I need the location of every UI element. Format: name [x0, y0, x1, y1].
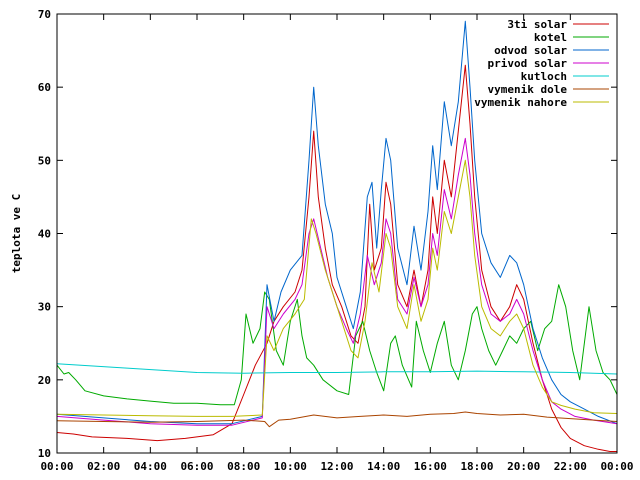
legend-label-vymenik-nahore: vymenik nahore [474, 96, 567, 109]
legend-label-kotel: kotel [534, 31, 567, 44]
legend-label-kutloch: kutloch [521, 70, 567, 83]
y-tick-label: 40 [38, 228, 51, 241]
y-axis-tick-labels: 10 20 30 40 50 60 70 [38, 8, 51, 460]
y-tick-label: 10 [38, 447, 51, 460]
x-tick-label: 00:00 [600, 460, 633, 473]
x-tick-label: 18:00 [460, 460, 493, 473]
series-lines [56, 20, 618, 452]
x-tick-label: 14:00 [367, 460, 400, 473]
series-line-kotel [56, 284, 618, 406]
series-line-kutloch [56, 363, 618, 375]
x-tick-label: 04:00 [134, 460, 167, 473]
y-tick-label: 60 [38, 81, 51, 94]
x-tick-label: 06:00 [180, 460, 213, 473]
y-tick-label: 50 [38, 154, 51, 167]
series-line-privod-solar [56, 137, 618, 426]
y-axis-title: teplota ve C [10, 194, 23, 273]
x-tick-label: 10:00 [274, 460, 307, 473]
x-tick-label: 00:00 [40, 460, 73, 473]
x-tick-label: 16:00 [414, 460, 447, 473]
axis-ticks [56, 13, 618, 454]
y-tick-label: 30 [38, 301, 51, 314]
series-line-vymenik-dole [56, 411, 618, 428]
series-line-vymenik-nahore [56, 159, 618, 417]
series-line-3ti-solar [56, 64, 617, 452]
legend-label-privod-solar: privod solar [488, 57, 568, 70]
legend-label-vymenik-dole: vymenik dole [488, 83, 568, 96]
x-axis-tick-labels: 00:00 02:00 04:00 06:00 08:00 10:00 12:00 14:00… [40, 460, 633, 473]
legend-label-odvod-solar: odvod solar [494, 44, 567, 57]
x-tick-label: 12:00 [320, 460, 353, 473]
series-line-odvod-solar [56, 20, 618, 425]
x-tick-label: 22:00 [554, 460, 587, 473]
x-tick-label: 20:00 [507, 460, 540, 473]
x-tick-label: 02:00 [87, 460, 120, 473]
legend-label-3ti-solar: 3ti solar [507, 18, 567, 31]
x-tick-label: 08:00 [227, 460, 260, 473]
y-tick-label: 70 [38, 8, 51, 21]
y-tick-label: 20 [38, 374, 51, 387]
